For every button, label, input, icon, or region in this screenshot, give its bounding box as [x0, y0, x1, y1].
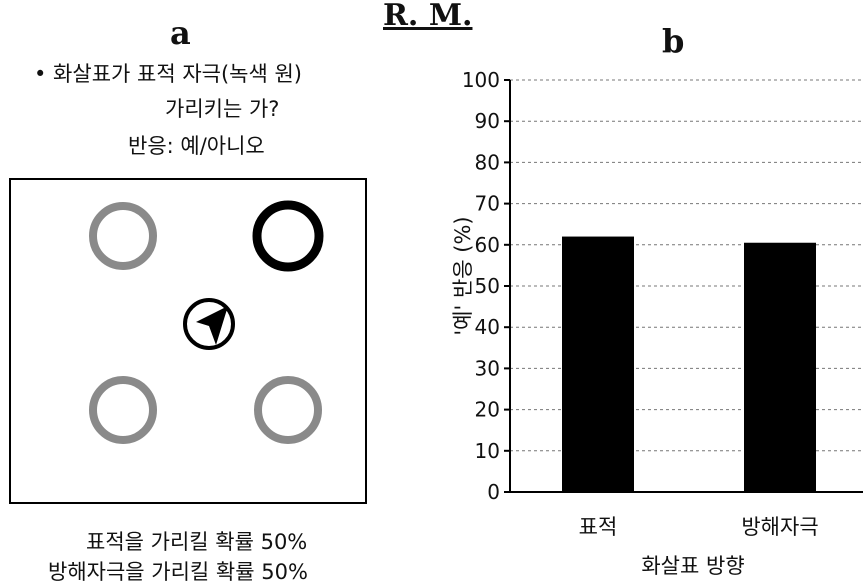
- y-tick-label: 40: [475, 315, 500, 339]
- panel-a-letter: a: [170, 14, 191, 52]
- arrow-cue-icon: [183, 298, 235, 350]
- stimulus-svg: [89, 200, 324, 444]
- caption-distractor-probability: 방해자극을 가리킬 확률 50%: [48, 560, 308, 584]
- y-tick-label: 90: [475, 109, 500, 133]
- y-tick-label: 50: [475, 274, 500, 298]
- panel-b-letter: b: [662, 22, 685, 60]
- bar-2: [744, 242, 816, 492]
- stimulus-display: [9, 178, 367, 504]
- response-options: 반응: 예/아니오: [128, 134, 265, 158]
- y-axis-label: '예' 반응 (%): [451, 216, 475, 335]
- x-tick-label: 방해자극: [741, 515, 818, 539]
- y-tick-label: 80: [475, 150, 500, 174]
- y-tick-label: 10: [475, 439, 500, 463]
- x-axis-label: 화살표 방향: [641, 554, 744, 578]
- target-circle-top-right: [252, 200, 324, 272]
- y-tick-label: 100: [462, 68, 500, 92]
- y-tick-label: 20: [475, 398, 500, 422]
- header-label: R. M.: [383, 0, 473, 33]
- distractor-circle-bottom-left: [89, 376, 157, 444]
- bars-layer: [562, 236, 816, 492]
- y-tick-label: 70: [475, 192, 500, 216]
- axis-layer: 0 10 20 30 40 50 60 70 80 90 100 표적 방해자극: [462, 68, 863, 539]
- x-tick-label: 표적: [579, 515, 618, 539]
- y-tick-label: 60: [475, 233, 500, 257]
- y-tick-label: 0: [487, 480, 500, 504]
- distractor-circle-top-left: [89, 202, 157, 270]
- y-tick-label: 30: [475, 356, 500, 380]
- caption-target-probability: 표적을 가리킬 확률 50%: [86, 530, 308, 554]
- question-line-2: 가리키는 가?: [165, 97, 280, 121]
- question-line-1: • 화살표가 표적 자극(녹색 원): [34, 62, 302, 86]
- bar-1: [562, 236, 634, 492]
- distractor-circle-bottom-right: [254, 376, 322, 444]
